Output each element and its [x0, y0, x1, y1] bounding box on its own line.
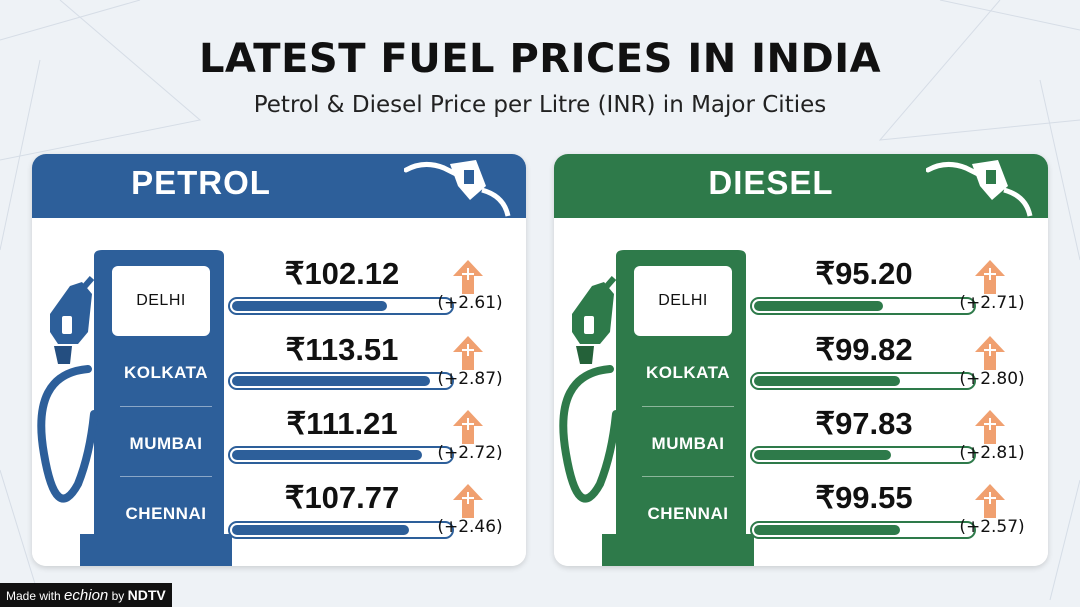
- arrow-up-icon: [975, 484, 1005, 518]
- diesel-city-chennai: CHENNAI: [647, 504, 729, 523]
- footer-ndtv-logo: NDTV: [127, 587, 166, 603]
- diesel-price-mumbai: ₹97.83: [815, 406, 913, 441]
- footer-credit: Made with echion by NDTV: [0, 583, 172, 607]
- diesel-price-kolkata: ₹99.82: [815, 332, 913, 367]
- petrol-bar-kolkata: [228, 372, 454, 390]
- bar-fill: [232, 376, 430, 386]
- bar-fill: [232, 525, 409, 535]
- petrol-bar-mumbai: [228, 446, 454, 464]
- bar-fill: [754, 301, 883, 311]
- footer-made-with: Made with: [6, 589, 61, 603]
- petrol-price-delhi: ₹102.12: [284, 256, 400, 291]
- diesel-city-kolkata: KOLKATA: [645, 363, 731, 382]
- arrow-up-icon: [975, 336, 1005, 370]
- petrol-bar-delhi: [228, 297, 454, 315]
- petrol-panel: PETROL DELHI KOLKATA MUMBAI CHENNAI ₹102…: [32, 154, 526, 566]
- petrol-bar-chennai: [228, 521, 454, 539]
- diesel-bar-kolkata: [750, 372, 976, 390]
- arrow-up-icon: [453, 260, 483, 294]
- bar-fill: [754, 376, 900, 386]
- diesel-change-chennai: (+2.57): [959, 517, 1025, 537]
- footer-by: by: [111, 589, 125, 603]
- diesel-bar-chennai: [750, 521, 976, 539]
- diesel-price-chennai: ₹99.55: [815, 480, 913, 515]
- footer-brand: echion: [64, 587, 109, 604]
- diesel-price-delhi: ₹95.20: [815, 256, 913, 291]
- petrol-city-mumbai: MUMBAI: [129, 434, 203, 453]
- page-subtitle: Petrol & Diesel Price per Litre (INR) in…: [253, 92, 827, 118]
- bar-fill: [754, 450, 891, 460]
- bar-fill: [754, 525, 900, 535]
- bar-fill: [232, 450, 422, 460]
- arrow-up-icon: [453, 484, 483, 518]
- diesel-change-kolkata: (+2.80): [959, 369, 1025, 389]
- petrol-city-delhi: DELHI: [112, 266, 210, 336]
- petrol-city-chennai: CHENNAI: [125, 504, 207, 523]
- diesel-change-delhi: (+2.71): [959, 293, 1025, 313]
- arrow-up-icon: [453, 410, 483, 444]
- petrol-change-delhi: (+2.61): [437, 293, 503, 313]
- bar-fill: [232, 301, 387, 311]
- petrol-city-kolkata: KOLKATA: [123, 363, 209, 382]
- diesel-header: [554, 154, 1048, 218]
- fuel-nozzle-icon: [404, 160, 511, 217]
- petrol-price-kolkata: ₹113.51: [285, 332, 399, 367]
- diesel-bar-mumbai: [750, 446, 976, 464]
- petrol-change-mumbai: (+2.72): [437, 443, 503, 463]
- petrol-price-mumbai: ₹111.21: [286, 406, 398, 441]
- arrow-up-icon: [453, 336, 483, 370]
- diesel-title: DIESEL: [708, 164, 834, 201]
- petrol-header: [32, 154, 526, 218]
- arrow-up-icon: [975, 260, 1005, 294]
- petrol-change-chennai: (+2.46): [437, 517, 503, 537]
- petrol-price-chennai: ₹107.77: [284, 480, 400, 515]
- diesel-change-mumbai: (+2.81): [959, 443, 1025, 463]
- arrow-up-icon: [975, 410, 1005, 444]
- fuel-nozzle-icon: [926, 160, 1033, 217]
- page-title: LATEST FUEL PRICES IN INDIA: [198, 36, 882, 82]
- diesel-city-delhi: DELHI: [634, 266, 732, 336]
- petrol-title: PETROL: [131, 164, 271, 201]
- diesel-panel: DIESEL DELHI KOLKATA MUMBAI CHENNAI ₹95.…: [554, 154, 1048, 566]
- diesel-bar-delhi: [750, 297, 976, 315]
- diesel-city-mumbai: MUMBAI: [651, 434, 725, 453]
- petrol-change-kolkata: (+2.87): [437, 369, 503, 389]
